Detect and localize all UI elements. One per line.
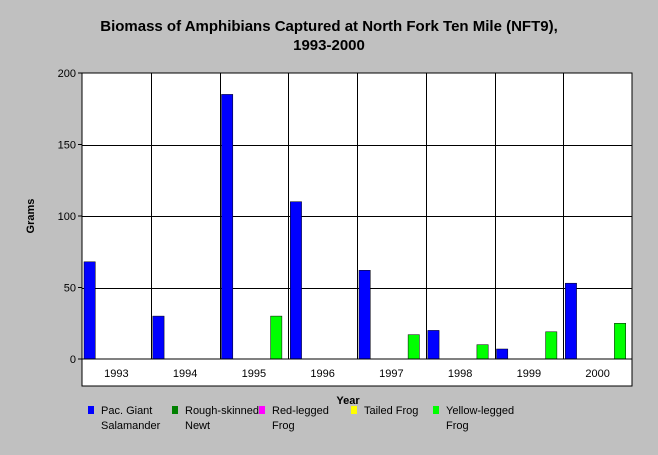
y-tick-label: 200 [58,68,76,80]
legend-label: Yellow-legged [446,405,514,417]
x-tick-label: 1994 [173,368,197,380]
y-axis-label: Grams [25,199,37,234]
chart-subtitle: 1993-2000 [293,37,365,54]
x-tick-label: 2000 [585,368,609,380]
x-axis-label: Year [336,395,360,407]
bar [427,330,440,360]
bar [407,334,420,360]
legend-swatch [351,406,357,414]
bar [358,270,371,360]
y-tick-label: 150 [58,140,76,152]
x-tick-label: 1996 [310,368,334,380]
legend-label: Red-legged [272,405,329,417]
bar [614,323,626,360]
legend-item: Red-legged Frog [259,405,329,432]
x-tick-label: 1997 [379,368,403,380]
legend-label: Salamander [101,420,161,432]
legend-swatch [172,406,178,414]
legend-label: Newt [185,420,210,432]
bar [270,315,283,360]
bar [290,201,302,360]
legend-label: Pac. Giant [101,405,152,417]
x-tick-label: 1995 [242,368,266,380]
y-tick-label: 0 [70,354,76,366]
legend-item: Rough-skinned Newt [172,405,259,432]
legend-label: Rough-skinned [185,405,259,417]
legend-item: Tailed Frog [351,405,418,417]
bar [152,315,165,360]
chart-title: Biomass of Amphibians Captured at North … [100,18,558,35]
bar [565,282,577,360]
bar [496,348,509,360]
x-tick-label: 1999 [517,368,541,380]
x-axis-band [81,358,633,387]
grid-lines [82,73,632,386]
x-tick-label: 1993 [104,368,128,380]
bar [476,344,489,360]
legend-label: Frog [272,420,295,432]
legend-label: Frog [446,420,469,432]
bars [83,94,626,360]
legend-item: Pac. Giant Salamander [88,405,161,432]
legend-swatch [259,406,265,414]
bar [221,94,234,360]
x-tick-label: 1998 [448,368,472,380]
y-tick-label: 50 [64,283,76,295]
bar [83,261,96,360]
x-axis-ticks: 1993 1994 1995 1996 1997 1998 1999 2000 [104,368,610,380]
y-axis-ticks: 0 50 100 150 200 [58,68,82,366]
legend-label: Tailed Frog [364,405,418,417]
y-tick-label: 100 [58,211,76,223]
legend-swatch [433,406,439,414]
bar [545,331,558,360]
legend-swatch [88,406,94,414]
legend-item: Yellow-legged Frog [433,405,514,432]
legend: Pac. Giant Salamander Rough-skinned Newt Red… [88,405,514,432]
